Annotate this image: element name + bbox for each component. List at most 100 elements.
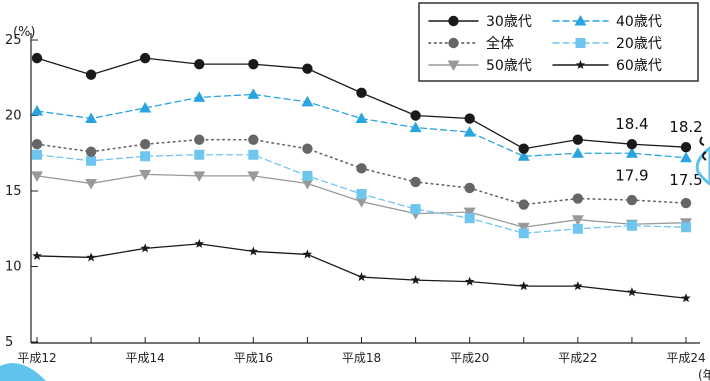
legend-marker bbox=[574, 15, 587, 26]
x-axis-unit-label: (年) bbox=[698, 368, 710, 381]
data-point bbox=[248, 58, 259, 70]
data-label: 17.9 bbox=[615, 166, 648, 184]
data-point bbox=[571, 147, 584, 158]
data-point bbox=[572, 134, 584, 145]
data-point bbox=[31, 171, 43, 182]
data-point bbox=[680, 197, 692, 209]
legend-label: 30歳代 bbox=[486, 14, 532, 30]
legend-marker bbox=[448, 15, 459, 27]
data-point bbox=[31, 104, 43, 116]
series-layer bbox=[31, 52, 692, 303]
corner-decoration bbox=[0, 363, 46, 381]
data-point bbox=[464, 276, 475, 286]
data-point bbox=[518, 199, 529, 210]
data-point bbox=[248, 246, 259, 256]
data-point bbox=[409, 121, 422, 133]
data-label-layer: 18.4 18.2 17.9 17.5 bbox=[615, 115, 702, 189]
data-point bbox=[410, 275, 421, 285]
data-point bbox=[410, 204, 421, 215]
series-60e6adb3e4bba3 bbox=[32, 238, 691, 303]
legend-label: 全体 bbox=[486, 35, 514, 52]
data-point bbox=[572, 193, 584, 204]
callout-bubble-mark bbox=[699, 136, 707, 161]
data-point bbox=[626, 138, 638, 150]
y-tick-label: 20 bbox=[5, 109, 22, 124]
x-tick-label: 平成18 bbox=[342, 351, 381, 365]
data-point bbox=[680, 142, 692, 153]
data-point bbox=[85, 178, 98, 190]
data-point bbox=[247, 88, 260, 99]
data-point bbox=[680, 151, 692, 163]
data-label: 17.5 bbox=[669, 171, 702, 189]
data-point bbox=[194, 134, 205, 145]
data-point bbox=[518, 281, 529, 291]
y-tick-label: 5 bbox=[5, 335, 13, 350]
data-point bbox=[681, 222, 691, 233]
data-point bbox=[140, 151, 151, 162]
series-line bbox=[36, 93, 687, 159]
data-point bbox=[32, 149, 42, 160]
data-point bbox=[31, 52, 43, 64]
data-point bbox=[627, 287, 637, 297]
data-point bbox=[248, 149, 259, 160]
data-point bbox=[356, 163, 367, 174]
legend-item-60e6adb3e4bba3: 60歳代 bbox=[552, 58, 662, 74]
legend-marker bbox=[575, 38, 586, 48]
data-point bbox=[194, 149, 205, 160]
data-point bbox=[571, 215, 584, 226]
decorative-shapes bbox=[0, 136, 710, 381]
data-point bbox=[463, 207, 476, 219]
data-point bbox=[302, 143, 313, 154]
data-point bbox=[86, 155, 97, 166]
legend-box bbox=[418, 2, 699, 82]
series-20e6adb3e4bba3 bbox=[32, 149, 691, 239]
data-point bbox=[301, 178, 314, 190]
data-point bbox=[85, 146, 97, 157]
data-point bbox=[356, 189, 367, 200]
legend-item-20e6adb3e4bba3: 20歳代 bbox=[552, 36, 662, 52]
data-point bbox=[247, 171, 260, 182]
data-point bbox=[302, 170, 313, 181]
data-point bbox=[32, 250, 42, 260]
data-point bbox=[518, 143, 529, 154]
legend-label: 20歳代 bbox=[616, 36, 662, 52]
x-tick-label: 平成14 bbox=[126, 351, 165, 365]
data-point bbox=[681, 293, 691, 303]
data-point bbox=[85, 112, 98, 124]
x-tick-label: 平成24 bbox=[666, 351, 705, 365]
data-point bbox=[140, 243, 150, 253]
legend-item-e585a8e4bd93: 全体 bbox=[428, 35, 514, 52]
legend-label: 50歳代 bbox=[486, 58, 532, 74]
x-tick-label: 平成12 bbox=[17, 351, 56, 365]
data-point bbox=[193, 91, 206, 102]
series-30e6adb3e4bba3 bbox=[31, 52, 692, 154]
data-point bbox=[356, 272, 367, 282]
data-point bbox=[85, 69, 97, 80]
data-point bbox=[626, 194, 638, 206]
data-point bbox=[139, 52, 151, 64]
legend-item-40e6adb3e4bba3: 40歳代 bbox=[552, 14, 662, 30]
y-tick-label: 10 bbox=[5, 260, 22, 275]
data-point bbox=[248, 134, 259, 145]
data-point bbox=[464, 182, 475, 194]
y-axis-unit-label: (%) bbox=[13, 25, 36, 40]
data-point bbox=[356, 87, 367, 99]
legend-label: 40歳代 bbox=[616, 14, 662, 30]
data-point bbox=[193, 171, 206, 182]
data-label: 18.2 bbox=[669, 118, 702, 136]
data-point bbox=[572, 223, 583, 234]
data-point bbox=[464, 113, 475, 124]
data-point bbox=[518, 228, 529, 239]
legend-marker bbox=[575, 60, 586, 70]
data-point bbox=[410, 110, 421, 121]
data-point bbox=[302, 63, 313, 74]
data-point bbox=[626, 220, 637, 231]
data-point bbox=[464, 213, 475, 224]
series-40e6adb3e4bba3 bbox=[31, 88, 692, 163]
data-point bbox=[31, 138, 43, 150]
data-point bbox=[463, 126, 476, 137]
data-point bbox=[194, 238, 205, 248]
data-point bbox=[86, 252, 96, 262]
series-line bbox=[36, 243, 687, 299]
